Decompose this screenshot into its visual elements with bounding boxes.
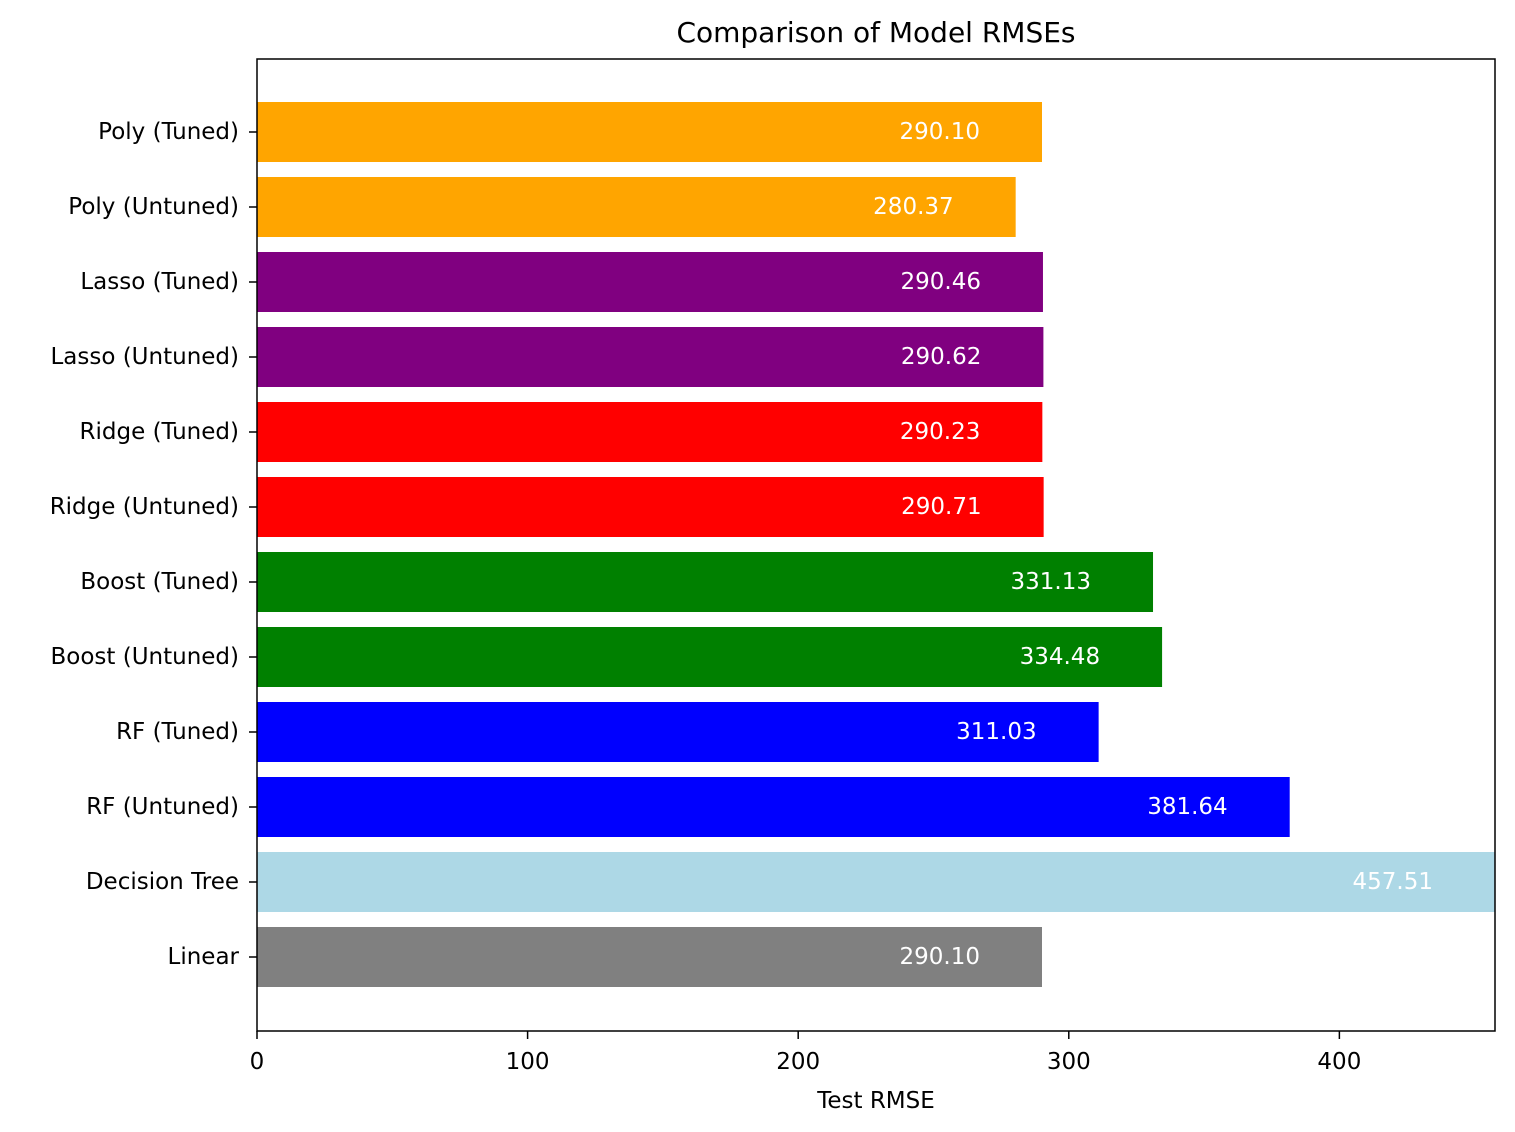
bar-value-label-lasso-tuned: 290.46 [900, 269, 980, 295]
bar-ridge-untuned [257, 477, 1044, 537]
x-tick-label-300: 300 [1047, 1049, 1091, 1075]
y-tick-label-poly-untuned: Poly (Untuned) [68, 194, 239, 220]
bar-boost-untuned [257, 627, 1163, 687]
bar-poly-tuned [257, 102, 1042, 162]
bar-lasso-untuned [257, 327, 1044, 387]
bar-value-label-linear: 290.10 [900, 944, 980, 970]
bar-value-label-poly-untuned: 280.37 [873, 194, 953, 220]
bar-rf-tuned [257, 702, 1099, 762]
bar-lasso-tuned [257, 252, 1043, 312]
bar-rf-untuned [257, 777, 1290, 837]
bar-labels-group: 290.10 457.51 381.64 311.03 334.48 331.13 290.… [873, 119, 1433, 970]
bars-group [257, 102, 1495, 987]
bar-value-label-rf-tuned: 311.03 [956, 719, 1036, 745]
x-axis-ticks: 0 100 200 300 400 [250, 1031, 1361, 1075]
x-tick-label-200: 200 [776, 1049, 820, 1075]
y-tick-label-rf-tuned: RF (Tuned) [116, 719, 239, 745]
y-tick-label-lasso-untuned: Lasso (Untuned) [50, 344, 239, 370]
bar-value-label-poly-tuned: 290.10 [900, 119, 980, 145]
bar-value-label-boost-untuned: 334.48 [1020, 644, 1100, 670]
x-tick-label-400: 400 [1317, 1049, 1361, 1075]
bar-decision-tree [257, 852, 1495, 912]
y-tick-label-lasso-tuned: Lasso (Tuned) [80, 269, 239, 295]
y-tick-label-ridge-tuned: Ridge (Tuned) [80, 419, 239, 445]
y-tick-label-decision-tree: Decision Tree [86, 869, 239, 895]
plot-frame [256, 58, 1496, 1032]
x-axis-label: Test RMSE [816, 1088, 935, 1114]
bar-linear [257, 927, 1042, 987]
y-tick-label-poly-tuned: Poly (Tuned) [98, 119, 239, 145]
bar-value-label-ridge-untuned: 290.71 [901, 494, 981, 520]
y-tick-label-boost-untuned: Boost (Untuned) [50, 644, 239, 670]
bar-poly-untuned [257, 177, 1016, 237]
x-tick-label-100: 100 [506, 1049, 550, 1075]
bar-ridge-tuned [257, 402, 1043, 462]
chart-title: Comparison of Model RMSEs [676, 16, 1075, 49]
bar-value-label-rf-untuned: 381.64 [1147, 794, 1227, 820]
bar-boost-tuned [257, 552, 1154, 612]
x-tick-label-0: 0 [250, 1049, 265, 1075]
bar-value-label-decision-tree: 457.51 [1353, 869, 1433, 895]
y-tick-label-boost-tuned: Boost (Tuned) [80, 569, 239, 595]
bar-value-label-lasso-untuned: 290.62 [901, 344, 981, 370]
bar-value-label-ridge-tuned: 290.23 [900, 419, 980, 445]
y-axis-ticks: Linear Decision Tree RF (Untuned) RF (Tuned… [50, 119, 257, 970]
y-tick-label-linear: Linear [168, 944, 240, 970]
bar-value-label-boost-tuned: 331.13 [1011, 569, 1091, 595]
y-tick-label-rf-untuned: RF (Untuned) [86, 794, 239, 820]
y-tick-label-ridge-untuned: Ridge (Untuned) [50, 494, 239, 520]
